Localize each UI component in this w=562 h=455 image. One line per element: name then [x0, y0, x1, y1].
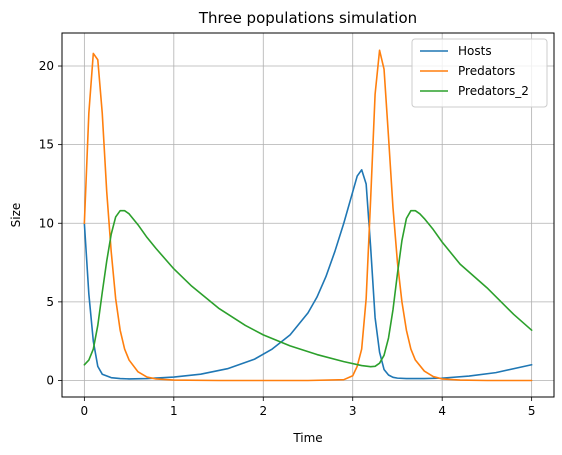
ticks: 0 1 2 3 4 5 0 5 10 15 20 — [39, 59, 536, 418]
y-tick-label: 15 — [39, 138, 54, 152]
chart-title: Three populations simulation — [198, 9, 417, 27]
legend-label: Predators_2 — [458, 84, 529, 98]
x-tick-label: 4 — [438, 404, 446, 418]
series-line-hosts — [83, 168, 533, 380]
x-axis-label: Time — [292, 431, 322, 445]
x-tick-label: 3 — [349, 404, 357, 418]
x-tick-label: 2 — [259, 404, 267, 418]
legend-box — [411, 38, 548, 108]
legend: Hosts Predators Predators_2 — [411, 38, 548, 108]
plot-lines — [83, 49, 533, 382]
y-tick-label: 20 — [39, 59, 54, 73]
y-tick-label: 0 — [46, 373, 54, 387]
y-tick-label: 10 — [39, 216, 54, 230]
y-tick-label: 5 — [46, 295, 54, 309]
y-axis-label: Size — [9, 203, 23, 228]
legend-label: Hosts — [458, 44, 492, 58]
x-tick-label: 0 — [81, 404, 89, 418]
x-tick-label: 1 — [170, 404, 178, 418]
axes-frame — [61, 32, 555, 398]
series-line-predators-2 — [83, 209, 533, 368]
legend-label: Predators — [458, 64, 515, 78]
x-tick-label: 5 — [528, 404, 536, 418]
series-line-predators — [83, 49, 533, 382]
